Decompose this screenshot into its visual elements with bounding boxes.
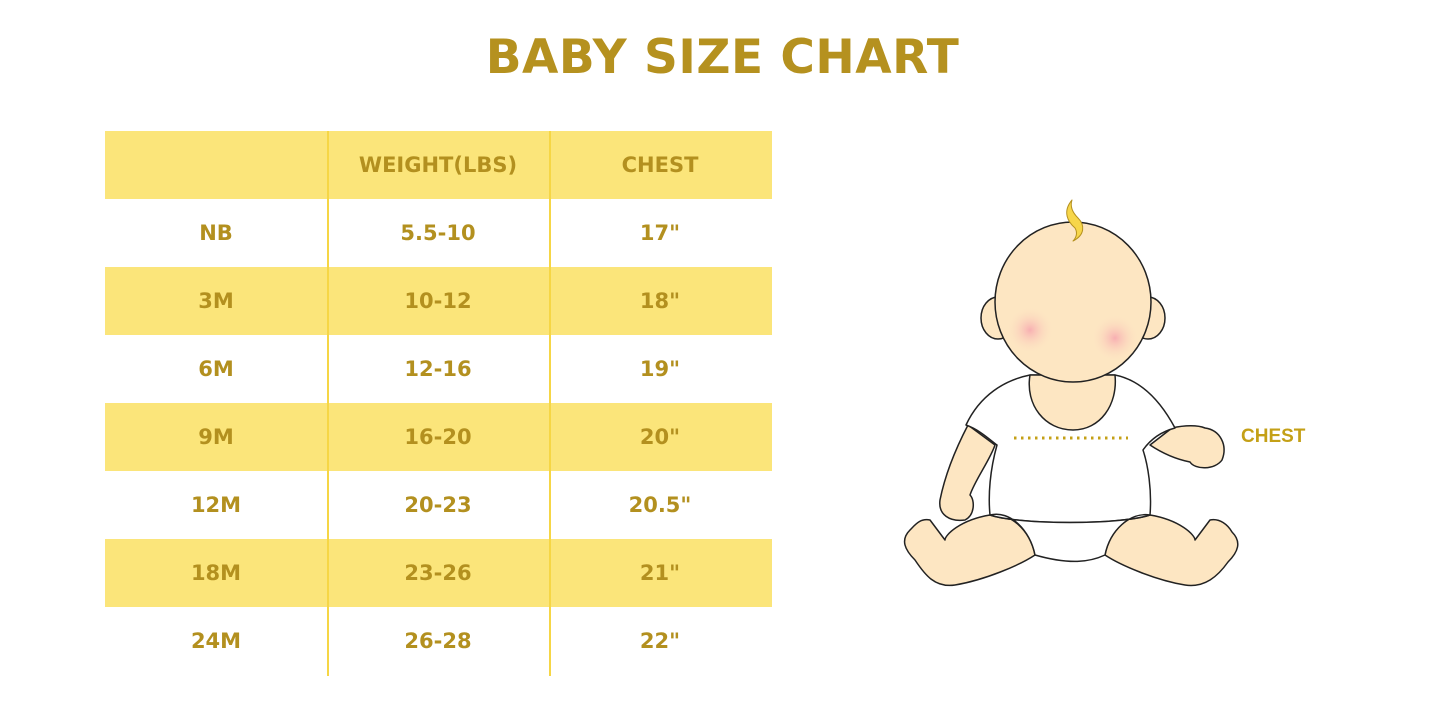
chest-cell: 20" [639, 425, 681, 449]
column-divider [327, 131, 329, 676]
table-row: 18M 23-26 21" [105, 539, 772, 607]
left-leg [903, 514, 1036, 587]
table-row: 9M 16-20 20" [105, 403, 772, 471]
size-cell: 24M [190, 629, 242, 653]
right-arm [1149, 425, 1225, 469]
header-cell: CHEST [621, 153, 699, 177]
header-cell: WEIGHT(LBS) [358, 153, 518, 177]
weight-cell: 26-28 [404, 629, 472, 653]
chest-cell: 18" [639, 289, 681, 313]
size-cell: 18M [190, 561, 242, 585]
weight-cell: 20-23 [404, 493, 472, 517]
column-divider [549, 131, 551, 676]
page-title: BABY SIZE CHART [485, 30, 960, 85]
left-arm [939, 424, 996, 522]
chest-label: CHEST [1241, 426, 1306, 447]
neck [1028, 374, 1117, 431]
hair-curl [1066, 199, 1084, 242]
chest-cell: 21" [639, 561, 681, 585]
size-cell: 12M [190, 493, 242, 517]
chest-cell: 17" [639, 221, 681, 245]
weight-cell: 10-12 [404, 289, 472, 313]
chest-cell: 20.5" [628, 493, 692, 517]
table-header-row: WEIGHT(LBS) CHEST [105, 131, 772, 199]
table-row: 3M 10-12 18" [105, 267, 772, 335]
weight-cell: 5.5-10 [400, 221, 476, 245]
weight-cell: 12-16 [404, 357, 472, 381]
table-row: 12M 20-23 20.5" [105, 471, 772, 539]
table-row: 24M 26-28 22" [105, 607, 772, 675]
size-cell: 3M [198, 289, 234, 313]
size-table: WEIGHT(LBS) CHEST NB 5.5-10 17" 3M 10-12 18" 6… [105, 131, 772, 675]
left-cheek [1006, 306, 1054, 354]
table-row: NB 5.5-10 17" [105, 199, 772, 267]
diaper [989, 513, 1151, 563]
size-cell: 6M [198, 357, 234, 381]
table-row: 6M 12-16 19" [105, 335, 772, 403]
right-leg [1104, 514, 1239, 587]
weight-cell: 16-20 [404, 425, 472, 449]
chest-cell: 22" [639, 629, 681, 653]
weight-cell: 23-26 [404, 561, 472, 585]
size-cell: NB [199, 221, 233, 245]
chest-cell: 19" [639, 357, 681, 381]
right-cheek [1091, 314, 1139, 362]
size-cell: 9M [198, 425, 234, 449]
